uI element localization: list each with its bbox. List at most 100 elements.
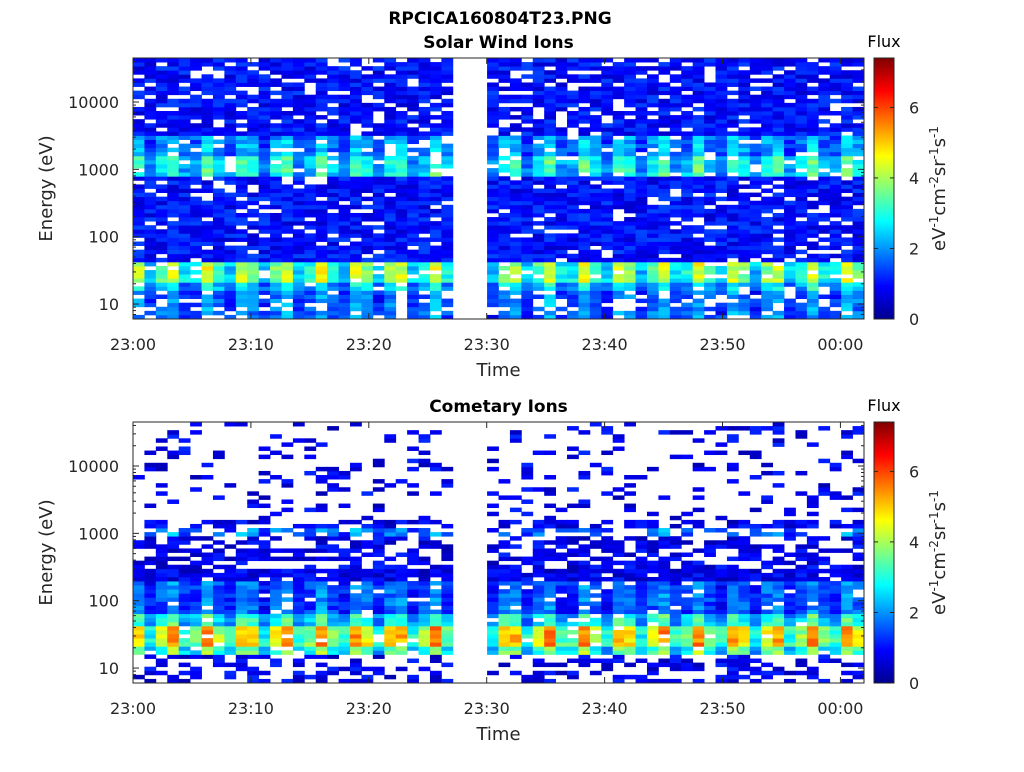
heatmap-cell bbox=[281, 237, 293, 241]
heatmap-cell bbox=[213, 573, 225, 577]
heatmap-cell bbox=[647, 246, 659, 250]
heatmap-cell bbox=[578, 144, 590, 148]
heatmap-cell bbox=[316, 221, 328, 225]
heatmap-cell bbox=[430, 144, 442, 148]
heatmap-cell bbox=[430, 266, 442, 270]
heatmap-cell bbox=[384, 180, 396, 184]
heatmap-cell bbox=[350, 180, 362, 184]
heatmap-cell bbox=[681, 512, 693, 516]
heatmap-cell bbox=[556, 601, 568, 605]
heatmap-cell bbox=[567, 610, 579, 614]
heatmap-cell bbox=[727, 123, 739, 127]
heatmap-cell bbox=[339, 557, 351, 561]
heatmap-cell bbox=[281, 62, 293, 66]
heatmap-cell bbox=[556, 614, 568, 618]
heatmap-cell bbox=[190, 589, 202, 593]
heatmap-cell bbox=[179, 184, 191, 188]
heatmap-cell bbox=[613, 573, 625, 577]
heatmap-cell bbox=[419, 78, 431, 82]
heatmap-cell bbox=[202, 270, 214, 274]
heatmap-cell bbox=[601, 557, 613, 561]
heatmap-cell bbox=[247, 258, 259, 262]
heatmap-cell bbox=[613, 111, 625, 115]
heatmap-cell bbox=[784, 250, 796, 254]
heatmap-cell bbox=[681, 307, 693, 311]
heatmap-cell bbox=[841, 282, 853, 286]
heatmap-cell bbox=[818, 180, 830, 184]
heatmap-cell bbox=[339, 176, 351, 180]
heatmap-cell bbox=[499, 205, 511, 209]
heatmap-cell bbox=[624, 172, 636, 176]
heatmap-cell bbox=[339, 504, 351, 508]
heatmap-cell bbox=[693, 160, 705, 164]
heatmap-cell bbox=[830, 127, 842, 131]
heatmap-cell bbox=[830, 290, 842, 294]
heatmap-cell bbox=[750, 78, 762, 82]
heatmap-cell bbox=[544, 258, 556, 262]
heatmap-cell bbox=[361, 213, 373, 217]
heatmap-cell bbox=[544, 630, 556, 634]
heatmap-cell bbox=[601, 111, 613, 115]
heatmap-cell bbox=[236, 74, 248, 78]
heatmap-cell bbox=[510, 573, 522, 577]
heatmap-cell bbox=[681, 160, 693, 164]
heatmap-cell bbox=[738, 274, 750, 278]
heatmap-cell bbox=[487, 585, 499, 589]
heatmap-cell bbox=[636, 593, 648, 597]
heatmap-cell bbox=[658, 131, 670, 135]
heatmap-cell bbox=[202, 303, 214, 307]
heatmap-cell bbox=[316, 87, 328, 91]
heatmap-cell bbox=[190, 131, 202, 135]
heatmap-cell bbox=[556, 237, 568, 241]
heatmap-cell bbox=[407, 254, 419, 258]
heatmap-cell bbox=[441, 237, 453, 241]
heatmap-cell bbox=[327, 184, 339, 188]
heatmap-cell bbox=[658, 70, 670, 74]
heatmap-cell bbox=[441, 111, 453, 115]
heatmap-cell bbox=[590, 286, 602, 290]
heatmap-cell bbox=[419, 614, 431, 618]
heatmap-cell bbox=[316, 544, 328, 548]
heatmap-cell bbox=[270, 250, 282, 254]
heatmap-cell bbox=[361, 630, 373, 634]
heatmap-cell bbox=[144, 610, 156, 614]
heatmap-cell bbox=[750, 172, 762, 176]
heatmap-cell bbox=[533, 286, 545, 290]
heatmap-cell bbox=[693, 569, 705, 573]
heatmap-cell bbox=[624, 286, 636, 290]
heatmap-cell bbox=[818, 201, 830, 205]
heatmap-cell bbox=[636, 189, 648, 193]
heatmap-cell bbox=[670, 638, 682, 642]
heatmap-cell bbox=[693, 82, 705, 86]
heatmap-cell bbox=[773, 119, 785, 123]
heatmap-cell bbox=[304, 585, 316, 589]
heatmap-cell bbox=[156, 606, 168, 610]
heatmap-cell bbox=[361, 229, 373, 233]
heatmap-cell bbox=[270, 66, 282, 70]
heatmap-cell bbox=[601, 650, 613, 654]
heatmap-cell bbox=[396, 233, 408, 237]
heatmap-cell bbox=[441, 250, 453, 254]
heatmap-cell bbox=[293, 626, 305, 630]
heatmap-cell bbox=[270, 548, 282, 552]
heatmap-cell bbox=[590, 544, 602, 548]
heatmap-cell bbox=[704, 295, 716, 299]
heatmap-cell bbox=[419, 532, 431, 536]
heatmap-cell bbox=[556, 290, 568, 294]
heatmap-cell bbox=[236, 144, 248, 148]
heatmap-cell bbox=[830, 229, 842, 233]
heatmap-cell bbox=[841, 184, 853, 188]
heatmap-cell bbox=[841, 201, 853, 205]
heatmap-cell bbox=[247, 650, 259, 654]
heatmap-cell bbox=[430, 95, 442, 99]
heatmap-cell bbox=[533, 91, 545, 95]
heatmap-cell bbox=[636, 597, 648, 601]
heatmap-cell bbox=[224, 589, 236, 593]
heatmap-cell bbox=[556, 144, 568, 148]
heatmap-cell bbox=[304, 626, 316, 630]
heatmap-cell bbox=[807, 282, 819, 286]
heatmap-cell bbox=[327, 601, 339, 605]
heatmap-cell bbox=[647, 168, 659, 172]
heatmap-cell bbox=[247, 123, 259, 127]
heatmap-cell bbox=[430, 282, 442, 286]
